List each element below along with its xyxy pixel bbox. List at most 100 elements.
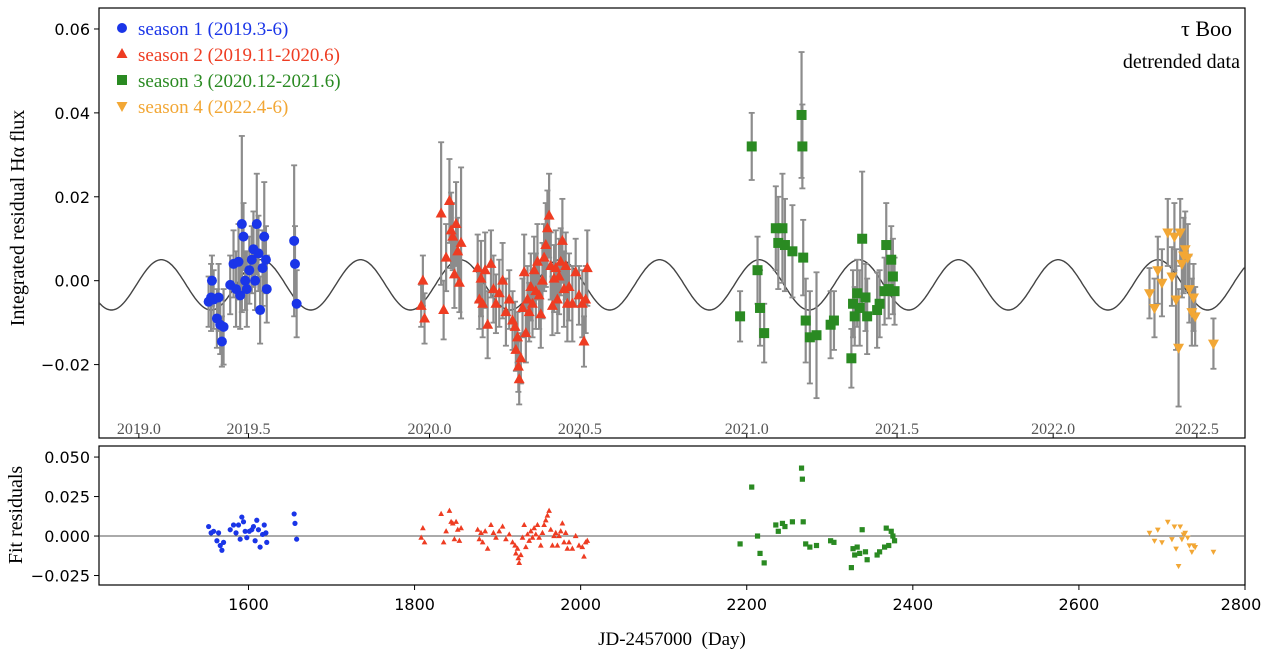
- data-point: [497, 274, 509, 285]
- residual-point: [250, 523, 257, 530]
- year-label: 2019.0: [117, 421, 161, 438]
- data-point: [1174, 228, 1186, 239]
- data-point: [1173, 343, 1185, 354]
- residual-point: [1210, 549, 1217, 555]
- data-point: [541, 222, 553, 233]
- residual-point: [789, 519, 796, 525]
- data-point: [518, 266, 530, 277]
- residual-point: [493, 534, 499, 540]
- data-point: [206, 275, 217, 286]
- residual-point: [584, 537, 591, 543]
- residual-point: [506, 531, 513, 537]
- sinusoid-fit-curve-layer: [99, 259, 1245, 311]
- residual-point: [554, 542, 561, 548]
- data-point: [578, 335, 590, 346]
- data-point: [475, 272, 487, 283]
- residual-point: [217, 542, 223, 549]
- residual-point: [443, 528, 449, 534]
- data-point: [755, 302, 766, 313]
- residual-point: [1182, 530, 1189, 536]
- top-y-axis-title: Integrated residual Hα flux: [7, 110, 29, 327]
- residual-point: [572, 532, 579, 539]
- residual-point: [513, 550, 519, 556]
- star-name-annotation: τ Boo: [1181, 16, 1232, 41]
- x-tick-label: 2600: [1059, 595, 1100, 614]
- data-point: [440, 251, 452, 262]
- residual-point: [579, 543, 586, 550]
- data-point: [472, 262, 484, 273]
- residual-point: [890, 533, 896, 539]
- data-point: [289, 235, 300, 246]
- data-point: [889, 286, 900, 297]
- bottom-y-tick-label: 0.025: [44, 488, 90, 507]
- residual-point: [749, 484, 755, 490]
- residual-point: [541, 521, 547, 528]
- data-point: [1148, 303, 1160, 314]
- data-point: [828, 315, 839, 326]
- data-point: [513, 373, 525, 384]
- residual-point: [514, 545, 521, 551]
- residual-point: [479, 539, 486, 545]
- data-point: [566, 297, 578, 308]
- data-point: [448, 268, 460, 279]
- data-point: [493, 287, 505, 298]
- residual-point: [857, 550, 863, 557]
- data-point: [500, 306, 512, 317]
- data-point: [773, 237, 784, 248]
- residual-point: [566, 539, 572, 545]
- data-point: [1182, 253, 1194, 264]
- data-point: [581, 262, 593, 273]
- data-point: [1152, 266, 1164, 277]
- residual-point: [1184, 535, 1191, 541]
- residual-point: [474, 526, 481, 532]
- data-point: [846, 353, 857, 364]
- x-tick-label: 1800: [394, 595, 435, 614]
- residual-point: [850, 546, 856, 552]
- data-point: [883, 284, 894, 295]
- data-point: [1189, 312, 1201, 323]
- data-point: [872, 305, 883, 316]
- residual-point: [862, 549, 869, 555]
- x-tick-label: 2400: [892, 595, 933, 614]
- top-data-points-layer: [203, 109, 1219, 384]
- data-point: [854, 302, 865, 313]
- residual-point: [214, 538, 220, 544]
- data-point: [1188, 293, 1200, 304]
- bottom-panel-frame: [98, 445, 1246, 586]
- residual-point: [803, 541, 809, 547]
- year-label: 2020.0: [408, 421, 452, 438]
- residual-point: [773, 522, 779, 528]
- residual-point: [848, 565, 854, 571]
- data-point: [796, 109, 807, 120]
- data-point: [485, 257, 497, 268]
- data-point: [447, 230, 459, 241]
- data-point: [1156, 278, 1168, 289]
- residual-point: [1177, 524, 1184, 530]
- residual-point: [536, 534, 542, 540]
- data-point: [860, 292, 871, 303]
- data-point: [746, 141, 757, 152]
- detrended-annotation: detrended data: [1123, 51, 1240, 73]
- data-point: [244, 265, 255, 276]
- residual-point: [546, 507, 552, 513]
- legend-marker: [117, 23, 127, 33]
- data-point: [570, 266, 582, 277]
- data-point: [1168, 232, 1180, 243]
- residual-point: [515, 555, 522, 561]
- top-axis-ticks: −0.02 0.00 0.02 0.04 0.06: [41, 20, 99, 375]
- legend-label: season 4 (2022.4-6): [138, 97, 288, 118]
- residual-point: [255, 527, 262, 533]
- data-point: [261, 284, 272, 295]
- residual-point: [482, 528, 489, 534]
- residual-point: [512, 542, 518, 548]
- residual-point: [522, 543, 529, 550]
- residual-point: [864, 557, 870, 563]
- residual-point: [237, 536, 243, 542]
- residual-point: [1171, 524, 1178, 530]
- year-label: 2021.0: [725, 421, 769, 438]
- residual-point: [799, 476, 805, 482]
- data-point: [735, 311, 746, 322]
- residual-point: [527, 528, 534, 534]
- data-point: [560, 260, 572, 270]
- residual-point: [220, 539, 227, 545]
